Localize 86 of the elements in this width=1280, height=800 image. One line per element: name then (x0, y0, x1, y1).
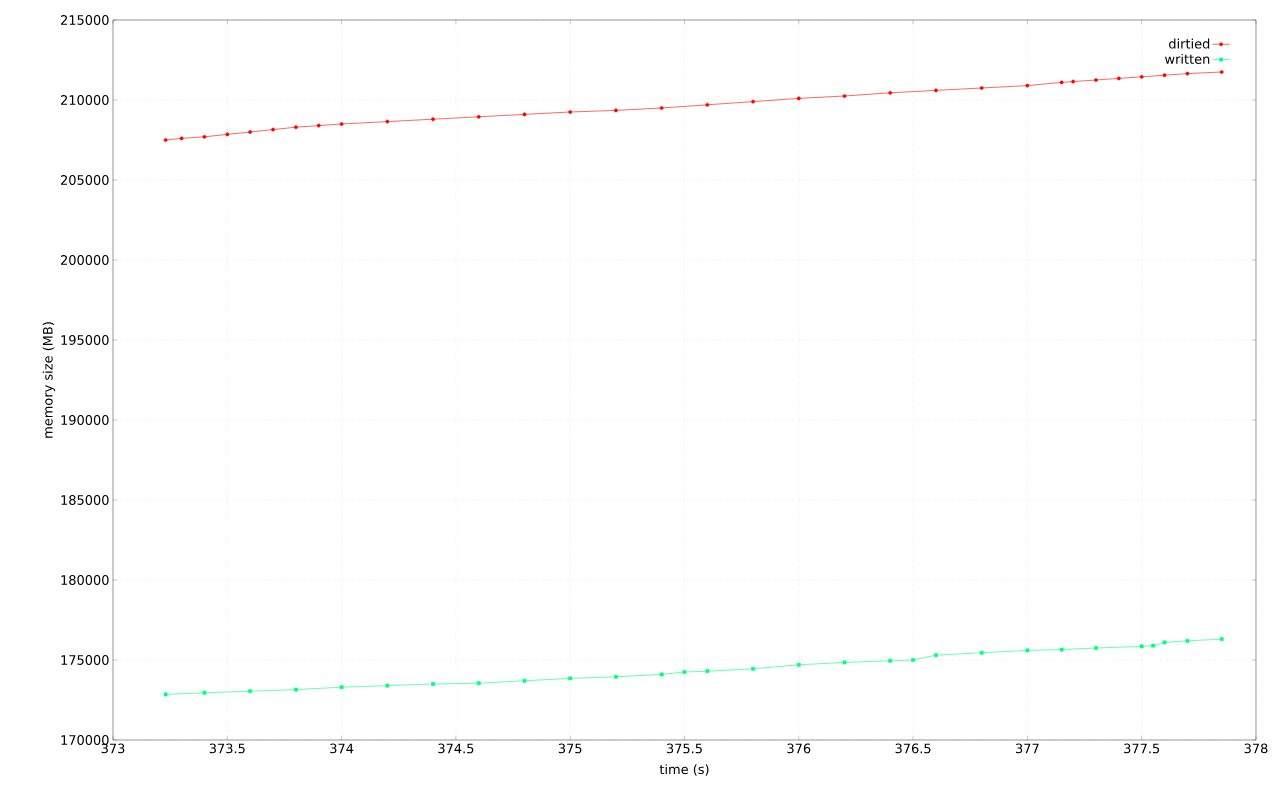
point (202, 134, 207, 139)
point (888, 90, 893, 95)
point (339, 685, 344, 690)
point (659, 672, 664, 677)
y-tick-label: 175000 (61, 655, 109, 665)
point (1094, 78, 1098, 82)
point (1025, 83, 1030, 88)
point (911, 658, 915, 662)
point (1162, 640, 1167, 645)
x-tick-label: 373.5 (209, 743, 245, 754)
point (1185, 638, 1190, 643)
point (614, 108, 618, 113)
legend-label: written (1165, 53, 1210, 64)
legend-label: dirtied (1169, 38, 1210, 49)
point (796, 662, 801, 667)
point (659, 106, 664, 110)
point (705, 669, 710, 674)
point (476, 681, 481, 686)
point (705, 102, 710, 107)
y-axis-title: memory size (MB) (42, 322, 56, 438)
x-tick-label: 376.5 (895, 743, 931, 754)
point (568, 676, 573, 681)
point (1094, 646, 1098, 650)
point (751, 666, 755, 671)
y-tick-label: 180000 (61, 575, 109, 585)
y-tick-label: 185000 (61, 495, 109, 505)
y-tick-label: 205000 (60, 175, 109, 185)
x-tick-label: 375.5 (666, 743, 702, 754)
y-tick-label: 170000 (61, 735, 109, 745)
point (1071, 79, 1075, 84)
point (934, 653, 938, 658)
point (1025, 648, 1030, 653)
point (842, 660, 847, 665)
point (225, 132, 230, 137)
point (431, 117, 435, 122)
point (568, 110, 573, 114)
point (888, 658, 893, 663)
point (979, 86, 984, 90)
y-tick-label: 210000 (60, 95, 109, 105)
point (682, 670, 687, 674)
point (1139, 644, 1144, 649)
point (1059, 647, 1064, 652)
point (1151, 643, 1155, 648)
point (163, 692, 168, 697)
point (522, 678, 527, 683)
point (1059, 80, 1064, 85)
point (202, 690, 207, 695)
point (248, 689, 253, 694)
point (293, 687, 298, 692)
x-tick-label: 377.5 (1124, 743, 1160, 754)
x-tick-label: 378 (1244, 743, 1268, 754)
point (1116, 76, 1121, 81)
point (522, 112, 527, 117)
point (271, 127, 275, 132)
point (1219, 637, 1224, 642)
point (385, 683, 390, 688)
point (1185, 71, 1190, 76)
point (842, 94, 847, 98)
point (316, 123, 321, 128)
point (934, 88, 938, 93)
point (1139, 74, 1144, 79)
point (339, 122, 344, 126)
y-tick-label: 195000 (61, 335, 109, 345)
point (979, 650, 984, 655)
x-tick-label: 374 (330, 743, 354, 754)
x-tick-label: 376 (787, 743, 811, 754)
y-tick-label: 190000 (61, 415, 109, 425)
x-tick-label: 373 (101, 743, 125, 754)
point (796, 96, 801, 101)
point (751, 99, 755, 104)
point (1162, 73, 1167, 78)
point (476, 114, 481, 119)
y-tick-label: 200000 (60, 255, 109, 265)
x-tick-label: 377 (1016, 743, 1039, 754)
point (293, 125, 298, 130)
x-tick-label: 374.5 (438, 743, 474, 754)
point (431, 682, 435, 686)
y-tick-label: 215000 (60, 15, 109, 25)
point (614, 674, 618, 679)
point (1219, 70, 1224, 74)
x-axis-title: time (s) (659, 764, 709, 776)
x-tick-label: 375 (558, 743, 582, 754)
point (163, 138, 168, 142)
point (179, 136, 184, 141)
point (248, 130, 253, 134)
point (385, 119, 390, 124)
